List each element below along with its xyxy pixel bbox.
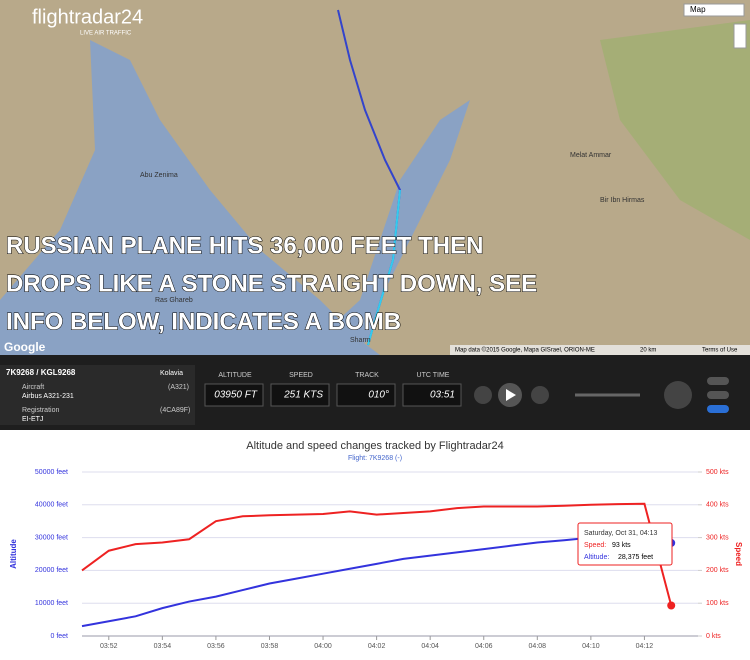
y-tick-label: 50000 feet <box>35 469 68 476</box>
tooltip-value: 93 kts <box>612 542 631 549</box>
tooltip-label: Speed: <box>584 542 606 549</box>
y-tick-label: 30000 feet <box>35 534 68 541</box>
y-tick-label: 40000 feet <box>35 502 68 509</box>
y2-tick-label: 100 kts <box>706 600 729 607</box>
gulf-of-aqaba <box>300 100 470 355</box>
play-icon <box>506 389 516 401</box>
tooltip-label: Altitude: <box>584 554 609 561</box>
x-tick-label: 03:54 <box>154 643 172 650</box>
flight-track-recent <box>367 189 401 346</box>
google: Google <box>4 340 46 354</box>
toggle[interactable] <box>707 391 729 399</box>
x-tick-label: 04:08 <box>529 643 547 650</box>
x-tick-label: 03:56 <box>207 643 225 650</box>
center-button[interactable] <box>664 381 692 409</box>
airline: Kolavia <box>160 370 183 377</box>
gulf-of-suez <box>0 40 380 355</box>
headline: DROPS LIKE A STONE STRAIGHT DOWN, SEE <box>6 270 537 297</box>
x-tick-label: 04:12 <box>636 643 654 650</box>
x-tick-label: 03:58 <box>261 643 279 650</box>
aircraft: Airbus A321-231 <box>22 393 74 400</box>
headline: RUSSIAN PLANE HITS 36,000 FEET THEN <box>6 232 483 259</box>
attribution-bar <box>450 345 750 355</box>
aircraft-code: (A321) <box>168 384 189 391</box>
x-tick-label: 03:52 <box>100 643 118 650</box>
field-value: 03:51 <box>430 390 455 401</box>
tooltip <box>577 522 673 566</box>
forward-button[interactable] <box>531 386 549 404</box>
logo: flightradar24 <box>32 6 143 28</box>
y2-tick-label: 300 kts <box>706 534 729 541</box>
place: Ras Ghareb <box>155 297 193 304</box>
flight-id: 7K9268 / KGL9268 <box>6 368 76 377</box>
y-tick-label: 20000 feet <box>35 567 68 574</box>
y2-tick-label: 500 kts <box>706 469 729 476</box>
field-box <box>336 383 396 407</box>
series-line <box>81 502 673 606</box>
end-point <box>667 601 676 610</box>
label: Aircraft <box>22 384 44 391</box>
logo-sub: LIVE AIR TRAFFIC <box>80 31 132 37</box>
field-value: 251 KTS <box>283 390 323 401</box>
field-box <box>204 383 264 407</box>
y-tick-label: 10000 feet <box>35 600 68 607</box>
y2-tick-label: 200 kts <box>706 567 729 574</box>
registration: EI-ETJ <box>22 416 43 423</box>
label: Registration <box>22 407 59 414</box>
field-box <box>270 383 330 407</box>
x-tick-label: 04:10 <box>582 643 600 650</box>
chart-subtitle: Flight: 7K9268 (-) <box>348 455 402 462</box>
map-type: Map <box>690 5 706 14</box>
chart-title: Altitude and speed changes tracked by Fl… <box>246 440 503 452</box>
y2-tick-label: 0 kts <box>706 633 721 640</box>
field-label: SPEED <box>289 372 313 379</box>
y-axis-title: Altitude <box>9 539 18 569</box>
hex: (4CA89F) <box>160 407 190 414</box>
zoom-control[interactable] <box>733 23 747 49</box>
y2-tick-label: 400 kts <box>706 502 729 509</box>
attribution: Map data ©2015 Google, Mapa GISrael, ORI… <box>455 347 595 354</box>
place: Abu Zenima <box>140 172 178 179</box>
field-value: 010° <box>368 390 389 401</box>
toggle[interactable] <box>707 377 729 385</box>
map-type-select[interactable] <box>683 3 745 17</box>
tooltip-value: 28,375 feet <box>618 554 653 561</box>
rewind-button[interactable] <box>474 386 492 404</box>
y-tick-label: 0 feet <box>50 633 68 640</box>
field-value: 03950 FT <box>214 390 258 401</box>
terms[interactable]: Terms of Use <box>702 348 738 354</box>
x-tick-label: 04:02 <box>368 643 386 650</box>
field-label: UTC TIME <box>417 372 450 379</box>
y2-axis-title: Speed <box>734 542 743 566</box>
x-tick-label: 04:00 <box>314 643 332 650</box>
x-tick-label: 04:06 <box>475 643 493 650</box>
place: Sharm <box>350 337 371 344</box>
scale: 20 km <box>640 348 656 354</box>
flight-info <box>0 365 195 425</box>
field-box <box>402 383 462 407</box>
place: Melat Ammar <box>570 152 612 159</box>
green-area <box>600 20 750 240</box>
field-label: ALTITUDE <box>218 372 252 379</box>
tooltip-date: Saturday, Oct 31, 04:13 <box>584 530 658 537</box>
x-tick-label: 04:04 <box>421 643 439 650</box>
field-label: TRACK <box>355 372 379 379</box>
toggle[interactable] <box>707 405 729 413</box>
headline: INFO BELOW, INDICATES A BOMB <box>6 308 401 335</box>
series-line <box>81 531 672 628</box>
place: Bir Ibn Hirmas <box>600 197 645 204</box>
